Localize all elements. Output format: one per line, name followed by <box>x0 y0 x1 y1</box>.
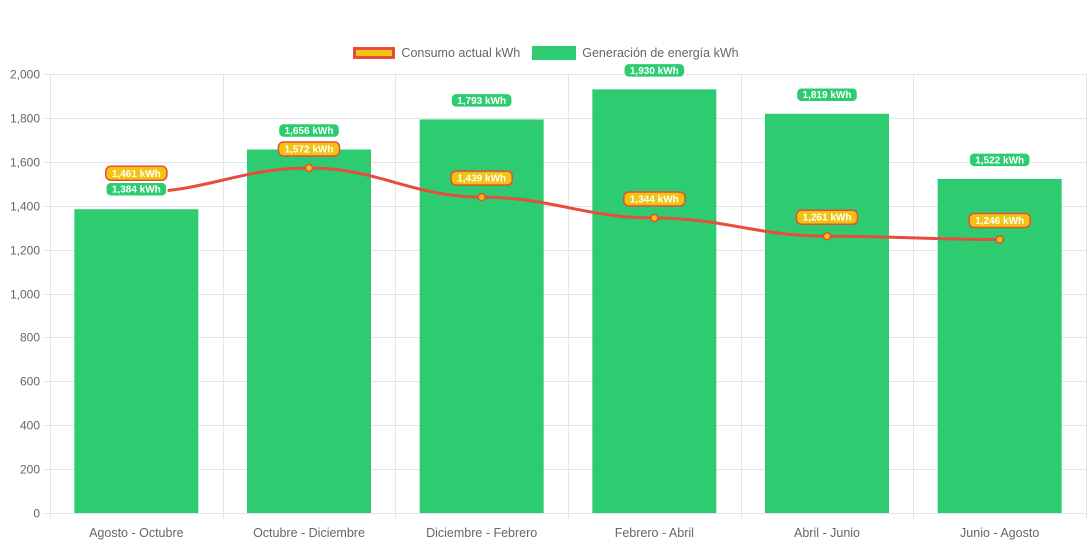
x-tick-label: Agosto - Octubre <box>89 526 184 540</box>
bar[interactable] <box>74 209 199 513</box>
line-point[interactable] <box>650 213 659 223</box>
y-tick-label: 1,600 <box>10 156 40 170</box>
x-tick-label: Diciembre - Febrero <box>426 526 537 540</box>
line-data-label-badge <box>623 191 686 207</box>
y-tick-label: 0 <box>33 507 40 521</box>
legend-item-consumo[interactable]: Consumo actual kWh <box>353 46 520 60</box>
bar-data-label: 1,384 kWh <box>112 185 161 196</box>
y-tick-label: 1,800 <box>10 112 40 126</box>
x-tick-label: Febrero - Abril <box>615 526 694 540</box>
legend-swatch-generacion <box>532 46 577 60</box>
y-tick-label: 400 <box>20 419 40 433</box>
consumo-line <box>136 166 1000 242</box>
bar-data-label-badge <box>795 86 859 103</box>
legend-swatch-consumo <box>353 47 396 59</box>
line-data-label: 1,344 kWh <box>630 194 679 205</box>
line-data-label: 1,461 kWh <box>112 169 161 180</box>
y-tick-label: 600 <box>20 375 40 389</box>
line-data-label: 1,261 kWh <box>803 213 852 224</box>
legend-item-generacion[interactable]: Generación de energía kWh <box>532 46 739 60</box>
line-data-label: 1,439 kWh <box>457 174 506 185</box>
y-tick-label: 1,000 <box>10 288 40 302</box>
y-tick-label: 800 <box>20 331 40 345</box>
bar[interactable] <box>247 149 371 513</box>
bar-data-label: 1,930 kWh <box>630 66 679 77</box>
legend-label-consumo: Consumo actual kWh <box>401 46 521 60</box>
x-tick-label: Junio - Agosto <box>960 526 1039 540</box>
line-data-label-badge <box>450 170 513 186</box>
bar-data-label: 1,522 kWh <box>975 155 1024 166</box>
legend-label-generacion: Generación de energía kWh <box>582 46 739 60</box>
y-tick-label: 2,000 <box>10 68 40 82</box>
bar-data-label: 1,819 kWh <box>803 90 852 101</box>
bar-data-label-badge <box>105 181 168 197</box>
bar-data-label: 1,656 kWh <box>285 126 334 137</box>
y-tick-label: 200 <box>20 463 40 477</box>
line-point[interactable] <box>995 235 1004 244</box>
line-data-label-badge <box>105 165 168 182</box>
line-data-label-badge <box>795 209 859 225</box>
line-data-label: 1,572 kWh <box>285 144 334 155</box>
line-point[interactable] <box>477 192 486 202</box>
bar[interactable] <box>937 178 1062 513</box>
chart-legend: Consumo actual kWh Generación de energía… <box>0 46 1092 60</box>
x-tick-label: Octubre - Diciembre <box>253 526 365 540</box>
y-tick-label: 1,200 <box>10 244 40 258</box>
bar[interactable] <box>765 113 889 514</box>
y-tick-label: 1,400 <box>10 200 40 214</box>
x-tick-label: Abril - Junio <box>794 526 860 540</box>
bar-data-label: 1,793 kWh <box>457 96 506 107</box>
line-data-label-badge <box>968 212 1031 229</box>
bar-data-label-badge <box>450 92 513 109</box>
bar-data-label-badge <box>968 152 1031 168</box>
line-data-label-badge <box>277 141 341 157</box>
line-point[interactable] <box>822 231 832 241</box>
line-data-label: 1,246 kWh <box>975 216 1024 227</box>
bar-data-label-badge <box>277 122 341 139</box>
bar-data-label-badge <box>623 62 686 79</box>
bar[interactable] <box>592 89 717 514</box>
line-point[interactable] <box>304 163 314 173</box>
